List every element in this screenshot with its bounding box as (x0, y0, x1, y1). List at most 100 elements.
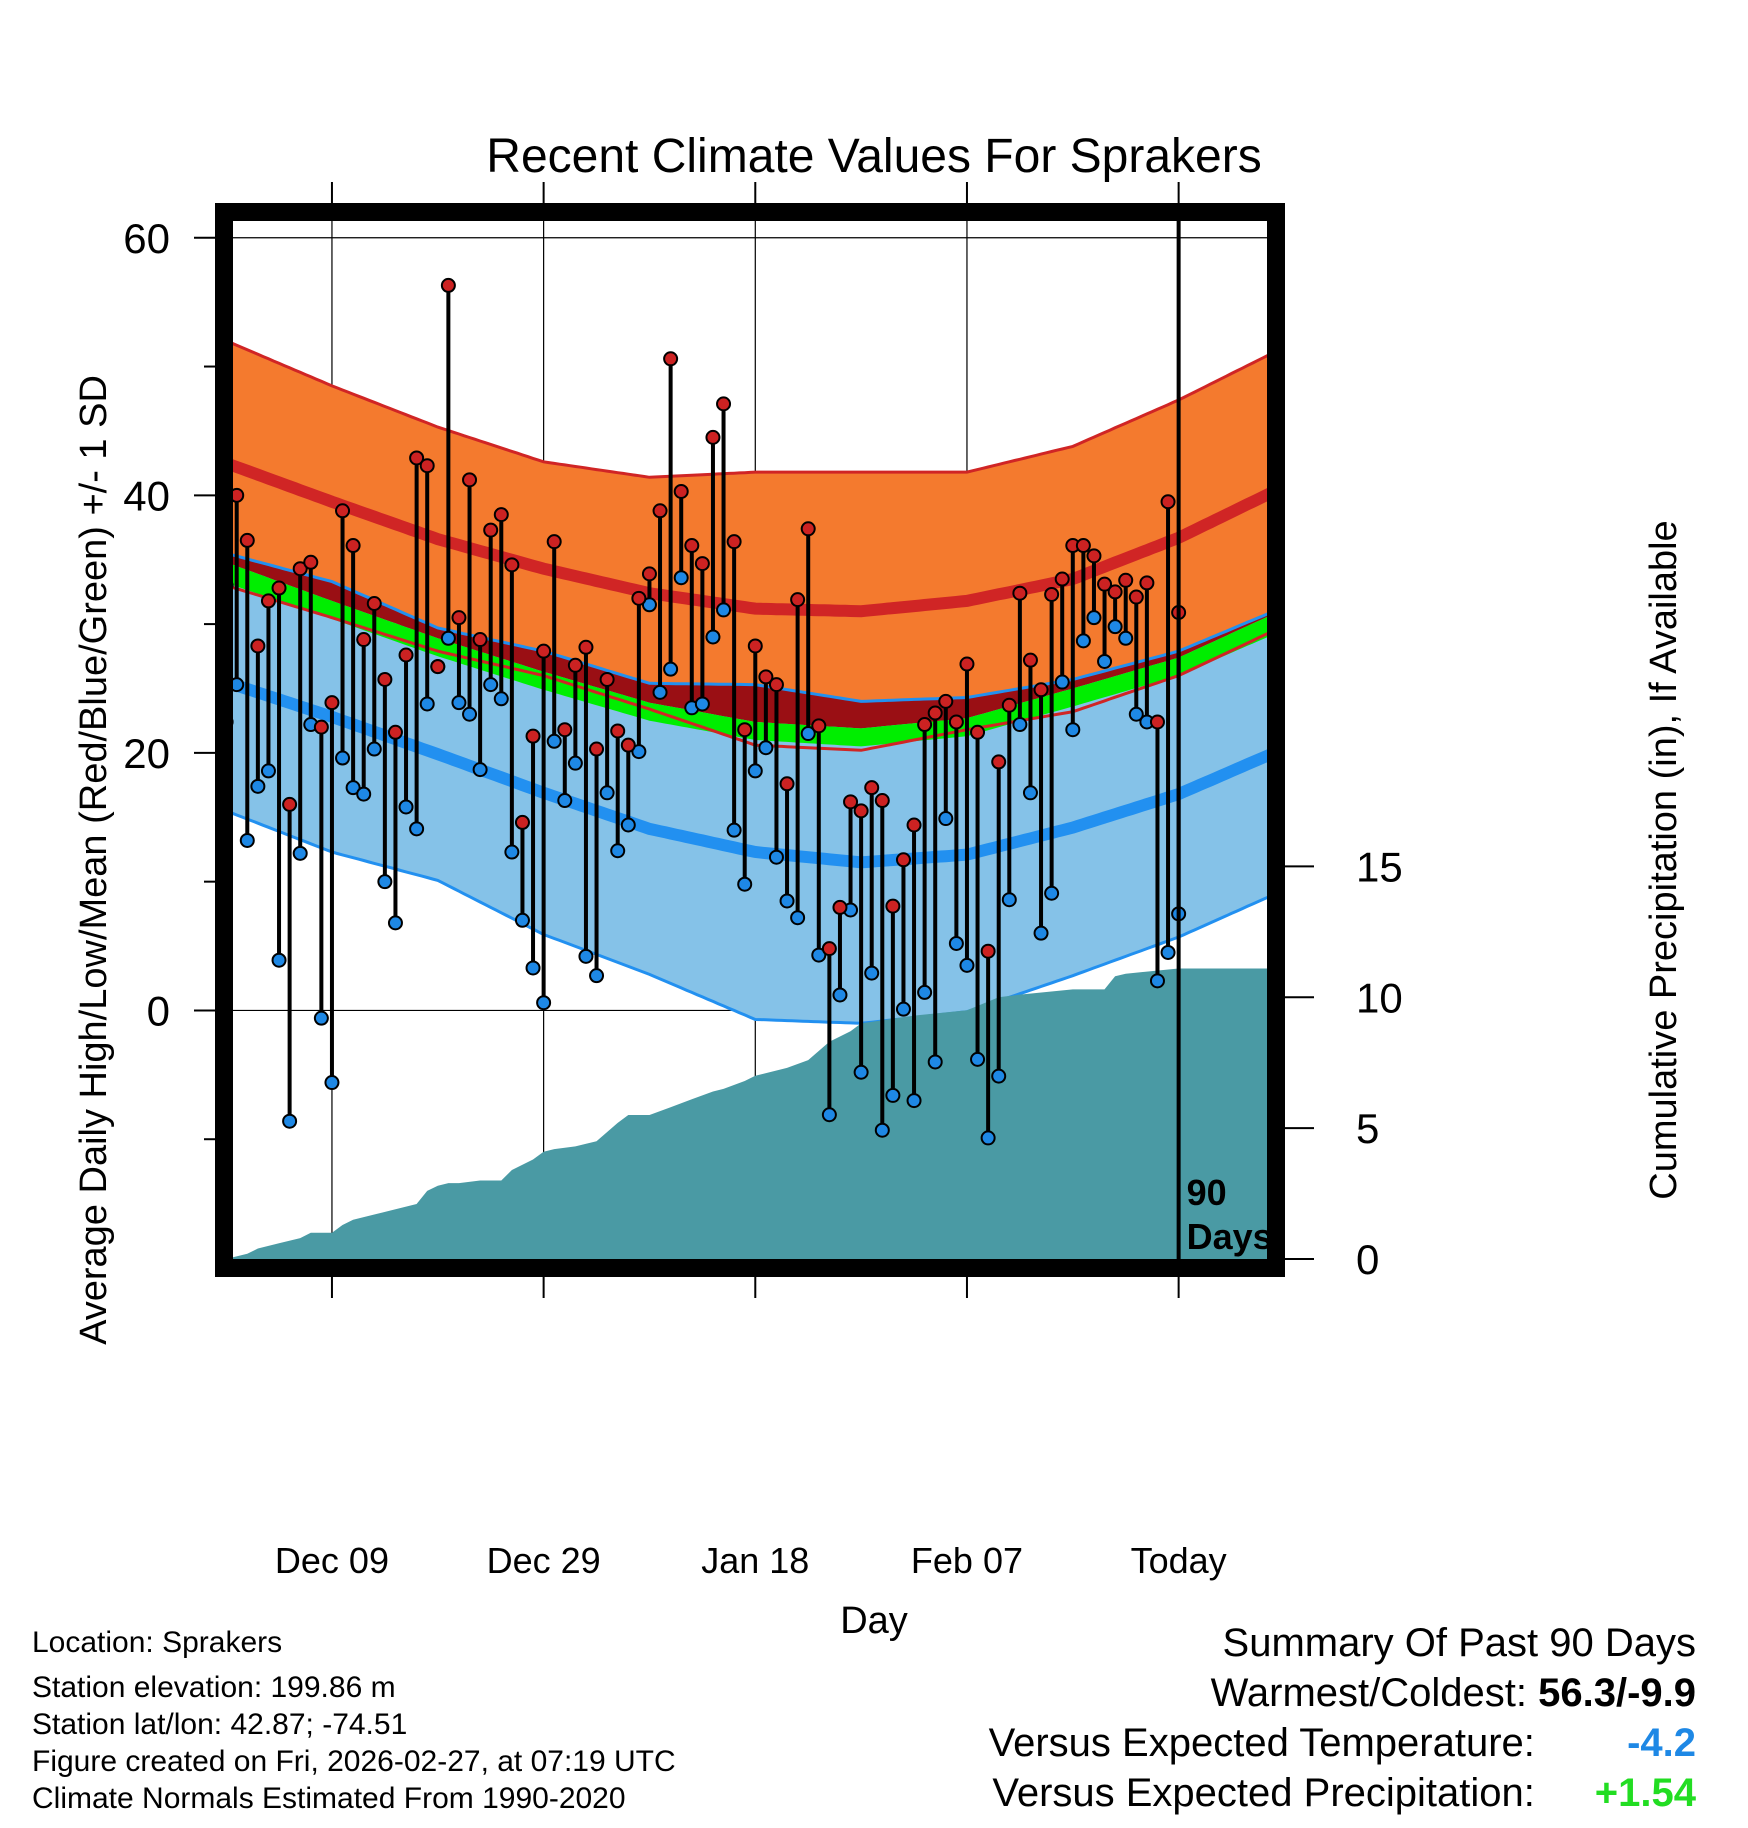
high-point-1 (233, 487, 245, 503)
low-point-37 (610, 843, 626, 859)
high-point-52 (768, 677, 784, 693)
high-point-46 (705, 429, 721, 445)
low-point-41 (652, 684, 668, 700)
low-point-28 (514, 912, 530, 928)
summary-heading: Summary Of Past 90 Days (1222, 1621, 1696, 1665)
low-point-49 (737, 876, 753, 892)
high-point-76 (1022, 652, 1038, 668)
low-point-46 (705, 629, 721, 645)
low-point-33 (567, 755, 583, 771)
low-point-32 (557, 793, 573, 809)
normals-text: Climate Normals Estimated From 1990-2020 (32, 1782, 626, 1815)
low-point-71 (970, 1051, 986, 1067)
high-point-36 (599, 671, 615, 687)
y2-tick-label-0: 0 (1356, 1236, 1379, 1283)
high-point-63 (885, 898, 901, 914)
high-point-30 (536, 643, 552, 659)
low-point-21 (440, 630, 456, 646)
low-point-75 (1012, 717, 1028, 733)
precip-label: Versus Expected Precipitation: (992, 1771, 1535, 1815)
high-point-38 (620, 737, 636, 753)
y2-tick-label-10: 10 (1356, 974, 1403, 1021)
low-point-39 (631, 744, 647, 760)
low-point-29 (525, 960, 541, 976)
low-point-16 (387, 915, 403, 931)
high-point-67 (927, 705, 943, 721)
low-point-81 (1075, 633, 1091, 649)
low-point-27 (504, 844, 520, 860)
high-point-43 (673, 483, 689, 499)
low-point-30 (536, 995, 552, 1011)
high-point-51 (758, 669, 774, 685)
high-point-39 (631, 590, 647, 606)
high-point-66 (917, 717, 933, 733)
high-point-45 (694, 556, 710, 572)
high-point-32 (557, 722, 573, 738)
low-point-6 (282, 1113, 298, 1129)
high-point-3 (250, 638, 266, 654)
low-point-79 (1054, 674, 1070, 690)
high-point-10 (324, 695, 340, 711)
high-point-56 (811, 718, 827, 734)
low-point-35 (589, 968, 605, 984)
high-point-33 (567, 657, 583, 673)
y2-tick-label-5: 5 (1356, 1105, 1379, 1152)
low-point-45 (694, 696, 710, 712)
high-point-15 (377, 671, 393, 687)
y-tick-label-0: 0 (147, 987, 170, 1034)
low-upper-edge (233, 553, 1267, 703)
low-point-84 (1107, 619, 1123, 635)
high-point-62 (874, 793, 890, 809)
high-point-41 (652, 503, 668, 519)
high-point-31 (546, 534, 562, 550)
low-point-73 (991, 1068, 1007, 1084)
low-point-63 (885, 1087, 901, 1103)
temp-value: -4.2 (1627, 1721, 1696, 1765)
low-point-52 (768, 849, 784, 865)
precip-area (233, 968, 1267, 1259)
high-point-35 (589, 741, 605, 757)
high-point-22 (451, 610, 467, 626)
low-point-54 (790, 910, 806, 926)
low-point-86 (1128, 706, 1144, 722)
high-point-68 (938, 693, 954, 709)
x-tick-label-2: Jan 18 (701, 1540, 809, 1581)
high-point-25 (483, 522, 499, 538)
low-point-25 (483, 677, 499, 693)
elevation-text: Station elevation: 199.86 m (32, 1671, 396, 1704)
high-point-54 (790, 592, 806, 608)
plot-area: 90 Days (233, 221, 1273, 1259)
low-point-82 (1086, 610, 1102, 626)
low-point-57 (821, 1107, 837, 1123)
high-point-61 (864, 780, 880, 796)
high-point-86 (1128, 589, 1144, 605)
high-point-82 (1086, 548, 1102, 564)
low-point-26 (493, 691, 509, 707)
high-point-79 (1054, 571, 1070, 587)
warm-cold-value: 56.3/-9.9 (1538, 1671, 1696, 1715)
high-point-23 (462, 472, 478, 488)
y-tick-label-60: 60 (123, 215, 170, 262)
low-point-61 (864, 965, 880, 981)
low-point-89 (1160, 944, 1176, 960)
high-point-7 (292, 561, 308, 577)
created-text: Figure created on Fri, 2026-02-27, at 07… (32, 1745, 676, 1778)
low-point-80 (1065, 722, 1081, 738)
days-annotation: 90 Days (1187, 1172, 1273, 1257)
high-point-19 (419, 458, 435, 474)
low-point-62 (874, 1122, 890, 1138)
high-normal-line (233, 459, 1267, 618)
high-point-24 (472, 632, 488, 648)
high-point-34 (578, 639, 594, 655)
plot-frame (215, 203, 1285, 1277)
high-point-8 (303, 554, 319, 570)
low-point-70 (959, 957, 975, 973)
low-point-76 (1022, 785, 1038, 801)
low-point-1 (233, 677, 245, 693)
high-point-9 (313, 719, 329, 735)
low-point-64 (895, 1001, 911, 1017)
high-point-77 (1033, 682, 1049, 698)
summary-warm-cold: Warmest/Coldest: 56.3/-9.9 (989, 1668, 1696, 1718)
summary-precip: Versus Expected Precipitation: +1.54 (989, 1768, 1696, 1818)
low-point-7 (292, 845, 308, 861)
